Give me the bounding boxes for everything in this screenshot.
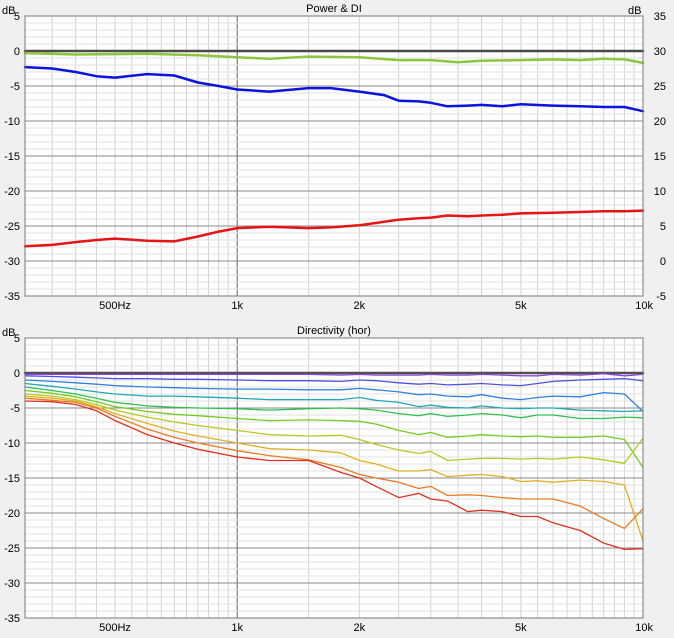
series-line-70 bbox=[24, 393, 644, 464]
series-line-100 bbox=[24, 400, 644, 551]
y-tick-label: -25 bbox=[4, 221, 20, 233]
y2-tick-label: 5 bbox=[660, 221, 666, 233]
series-line-red bbox=[23, 209, 645, 248]
x-tick-label: 2k bbox=[354, 622, 366, 634]
y-tick-label: 0 bbox=[14, 368, 20, 380]
y-tick-label: -30 bbox=[4, 256, 20, 268]
y-tick-label: -5 bbox=[10, 403, 20, 415]
y2-tick-label: 15 bbox=[654, 151, 666, 163]
grid-power-di bbox=[24, 15, 643, 297]
grid-directivity bbox=[24, 337, 643, 619]
x-tick-label: 2k bbox=[354, 300, 366, 312]
y-tick-label: -5 bbox=[10, 81, 20, 93]
y-tick-label: -10 bbox=[4, 438, 20, 450]
series-line-60 bbox=[24, 389, 644, 469]
y-tick-label: -20 bbox=[4, 508, 20, 520]
y-tick-label: 5 bbox=[14, 11, 20, 23]
y-tick-label: 0 bbox=[14, 46, 20, 58]
series-line-40 bbox=[24, 382, 644, 413]
y-ticks-power-di: 5 0 -5 -10 -15 -20 -25 -30 -35 bbox=[4, 11, 20, 303]
x-tick-label: 5k bbox=[515, 622, 527, 634]
plot-border-directivity bbox=[24, 337, 644, 619]
x-ticks-directivity: 500Hz 1k 2k 5k 10k bbox=[99, 622, 653, 634]
y2-tick-label: 10 bbox=[654, 186, 666, 198]
series-line-10 bbox=[24, 373, 644, 377]
y2-tick-label: 35 bbox=[654, 11, 666, 23]
y-tick-label: -15 bbox=[4, 151, 20, 163]
series-line-50 bbox=[24, 386, 644, 420]
series-line-20 bbox=[24, 375, 644, 387]
y2-tick-label: 30 bbox=[654, 46, 666, 58]
y-tick-label: -30 bbox=[4, 578, 20, 590]
y-tick-label: -15 bbox=[4, 473, 20, 485]
y-tick-label: -20 bbox=[4, 186, 20, 198]
x-tick-label: 10k bbox=[635, 300, 653, 312]
y-axis-label-left-power-di: dB bbox=[2, 5, 15, 17]
y-tick-label: -25 bbox=[4, 543, 20, 555]
chart-power-di: Power & DI dB dB 50-5-10-15-20-25-30-35 … bbox=[2, 3, 666, 312]
y2-ticks-power-di: 35 30 25 20 15 10 5 0 -5 bbox=[654, 11, 666, 303]
y-tick-label: -35 bbox=[4, 613, 20, 625]
series-line-blue bbox=[23, 65, 645, 113]
x-tick-label: 500Hz bbox=[99, 622, 131, 634]
series-directivity bbox=[23, 371, 645, 551]
y-tick-label: 5 bbox=[14, 333, 20, 345]
x-tick-label: 10k bbox=[635, 622, 653, 634]
series-line-80 bbox=[24, 395, 644, 542]
chart-title-power-di: Power & DI bbox=[306, 3, 362, 15]
x-tick-label: 1k bbox=[231, 622, 243, 634]
x-tick-label: 5k bbox=[515, 300, 527, 312]
series-line-olive bbox=[23, 51, 645, 65]
series-line-90 bbox=[24, 397, 644, 530]
y-tick-label: -10 bbox=[4, 116, 20, 128]
x-tick-label: 500Hz bbox=[99, 300, 131, 312]
y2-tick-label: 0 bbox=[660, 256, 666, 268]
y-tick-label: -35 bbox=[4, 291, 20, 303]
x-tick-label: 1k bbox=[231, 300, 243, 312]
y2-tick-label: 25 bbox=[654, 81, 666, 93]
chart-title-directivity: Directivity (hor) bbox=[297, 325, 371, 337]
x-ticks-power-di: 500Hz 1k 2k 5k 10k bbox=[99, 300, 653, 312]
y-axis-label-directivity: dB bbox=[2, 327, 15, 339]
plot-border-power-di bbox=[24, 15, 644, 297]
y-ticks-directivity: 5 0 -5 -10 -15 -20 -25 -30 -35 bbox=[4, 333, 20, 625]
chart-directivity-hor: Directivity (hor) dB 5 0 -5 -10 -15 -20 -25 -30… bbox=[2, 325, 653, 634]
series-power-di bbox=[23, 49, 645, 248]
y2-tick-label: -5 bbox=[656, 291, 666, 303]
y2-tick-label: 20 bbox=[654, 116, 666, 128]
series-line-30 bbox=[24, 379, 644, 413]
y-axis-label-right-power-di: dB bbox=[628, 5, 641, 17]
